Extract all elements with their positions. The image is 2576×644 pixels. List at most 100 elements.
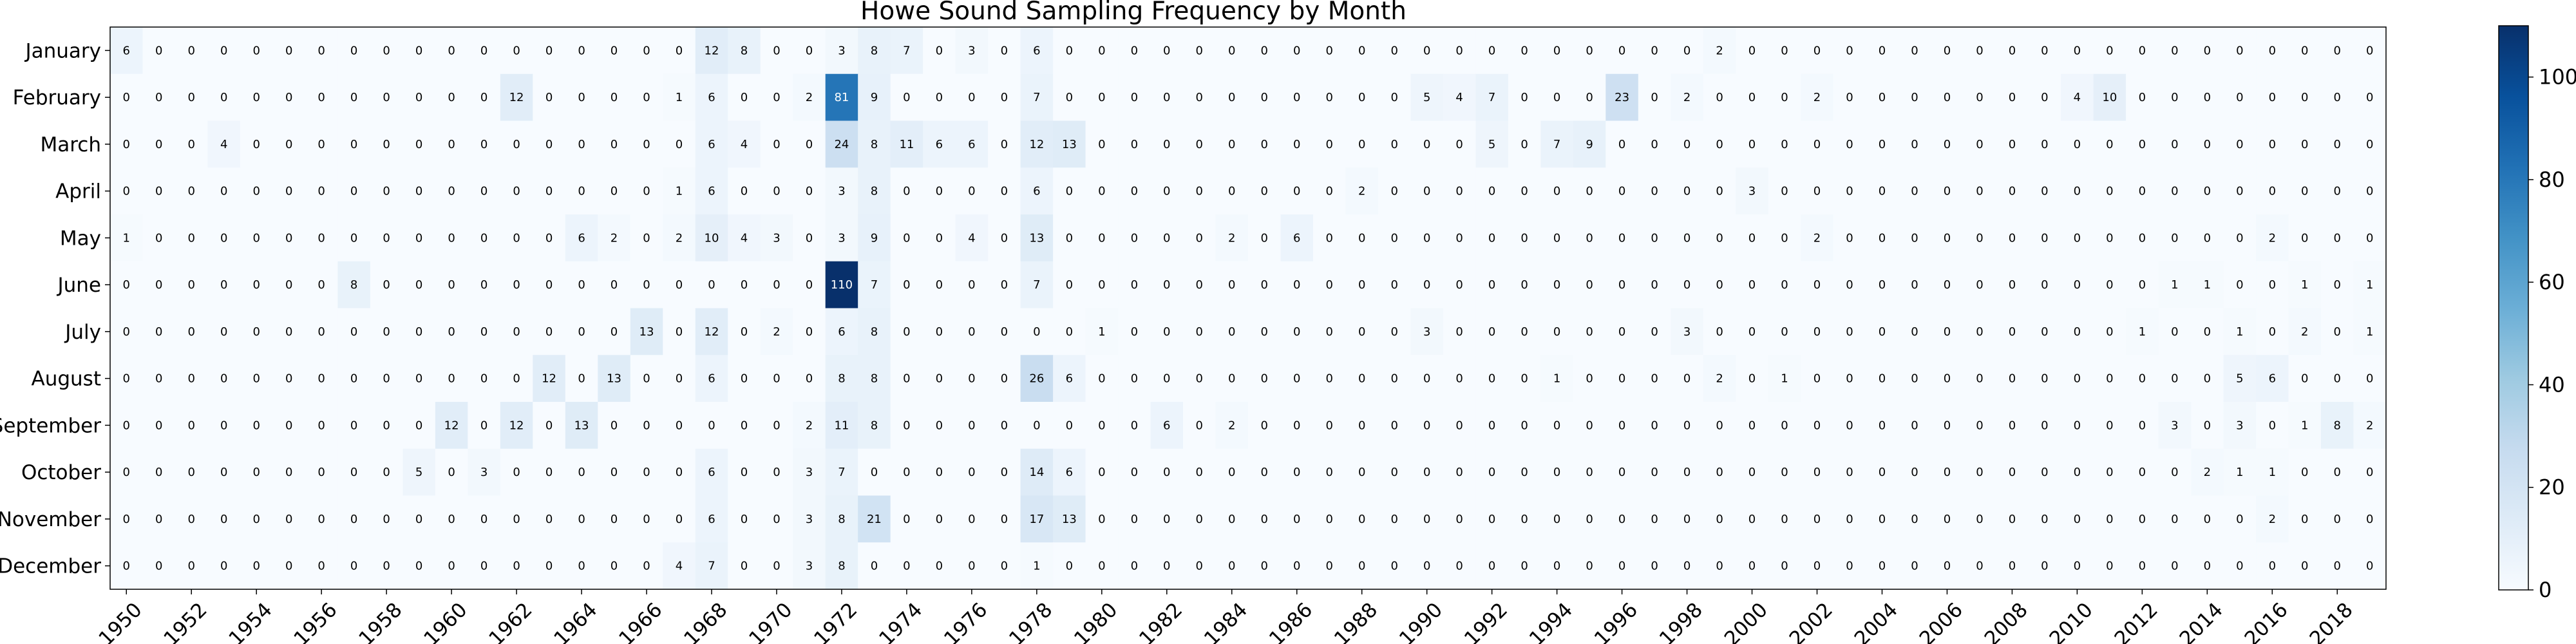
heatmap-cell-label: 0 [1488, 513, 1495, 526]
heatmap-cell [695, 402, 728, 450]
heatmap-cell [1150, 120, 1184, 168]
heatmap-cell-label: 0 [936, 325, 943, 339]
heatmap-cell [1150, 167, 1184, 215]
heatmap-cell [207, 261, 241, 308]
heatmap-cell-label: 0 [2334, 466, 2341, 479]
heatmap-cell [2353, 402, 2387, 450]
heatmap-cell [1703, 73, 1736, 121]
heatmap-cell [337, 495, 371, 543]
y-tick-label: March [41, 133, 102, 156]
heatmap-cell-label: 0 [1001, 138, 1008, 151]
heatmap-cell [890, 402, 923, 450]
heatmap-cell [1378, 120, 1411, 168]
heatmap-cell-label: 0 [1944, 44, 1951, 57]
heatmap-cell [760, 214, 793, 262]
heatmap-cell-label: 0 [1781, 325, 1788, 339]
heatmap-cell-label: 0 [1163, 372, 1170, 386]
colorbar-tick-label: 80 [2539, 167, 2565, 192]
heatmap-cell-label: 0 [1879, 185, 1886, 198]
heatmap-cell-label: 0 [2171, 231, 2178, 245]
heatmap-cell [1378, 261, 1411, 308]
heatmap-cell [142, 261, 176, 308]
heatmap-cell [1736, 402, 1769, 450]
heatmap-cell-label: 0 [708, 278, 715, 292]
heatmap-cell [760, 448, 793, 496]
heatmap-cell [1312, 167, 1346, 215]
heatmap-cell [793, 542, 826, 590]
heatmap-cell-label: 0 [1586, 560, 1593, 573]
heatmap-cell [2256, 495, 2289, 543]
heatmap-cell [565, 214, 598, 262]
heatmap-cell [175, 261, 208, 308]
heatmap-cell [1605, 73, 1639, 121]
heatmap-cell [890, 495, 923, 543]
heatmap-cell-label: 0 [1781, 278, 1788, 292]
heatmap-cell [988, 402, 1021, 450]
heatmap-cell-label: 0 [676, 44, 683, 57]
heatmap-cell-label: 0 [187, 560, 194, 573]
heatmap-cell-label: 6 [838, 325, 845, 339]
heatmap-cell [728, 261, 761, 308]
heatmap-cell [663, 448, 696, 496]
heatmap-cell [1280, 308, 1314, 355]
heatmap-cell-label: 0 [415, 138, 422, 151]
heatmap-cell [1996, 542, 2029, 590]
heatmap-cell-label: 3 [838, 44, 845, 57]
heatmap-cell-label: 0 [480, 560, 488, 573]
heatmap-cell-label: 1 [2236, 325, 2243, 339]
heatmap-cell-label: 0 [220, 419, 227, 432]
heatmap-cell-label: 0 [903, 513, 910, 526]
heatmap-cell [988, 355, 1021, 402]
heatmap-cell-label: 0 [187, 325, 194, 339]
heatmap-cell [402, 308, 436, 355]
heatmap-cell [728, 448, 761, 496]
heatmap-cell-label: 2 [1716, 44, 1723, 57]
heatmap-cell-label: 0 [383, 44, 390, 57]
heatmap-cell [1443, 167, 1476, 215]
heatmap-cell [1150, 308, 1184, 355]
heatmap-cell [2223, 402, 2257, 450]
heatmap-cell [1312, 448, 1346, 496]
heatmap-cell-label: 0 [2236, 44, 2243, 57]
heatmap-cell [1736, 73, 1769, 121]
heatmap-cell-label: 8 [871, 325, 878, 339]
heatmap-cell [2093, 261, 2126, 308]
heatmap-cell-label: 0 [252, 513, 260, 526]
heatmap-cell-label: 0 [123, 185, 130, 198]
heatmap-cell [2093, 355, 2126, 402]
heatmap-cell-label: 0 [220, 466, 227, 479]
heatmap-cell-label: 0 [773, 466, 780, 479]
heatmap-cell-label: 2 [773, 325, 780, 339]
heatmap-cell-label: 0 [741, 372, 748, 386]
heatmap-cell-label: 3 [806, 513, 813, 526]
heatmap-cell [2256, 261, 2289, 308]
heatmap-cell-label: 0 [1944, 231, 1951, 245]
heatmap-cell-label: 0 [676, 419, 683, 432]
heatmap-cell [1508, 27, 1541, 75]
heatmap-cell-label: 0 [1553, 91, 1560, 104]
heatmap-cell [1215, 214, 1249, 262]
heatmap-cell-label: 0 [2334, 513, 2341, 526]
heatmap-cell-label: 0 [2009, 372, 2016, 386]
heatmap-cell [2256, 355, 2289, 402]
heatmap-cell-label: 0 [2074, 560, 2081, 573]
heatmap-cell [1605, 120, 1639, 168]
heatmap-cell-label: 0 [1748, 278, 1756, 292]
heatmap-cell-label: 0 [1683, 278, 1690, 292]
heatmap-cell [630, 73, 663, 121]
heatmap-cell [1020, 214, 1054, 262]
heatmap-cell [1410, 73, 1444, 121]
heatmap-cell-label: 6 [1293, 231, 1300, 245]
heatmap-cell-label: 0 [1846, 278, 1853, 292]
heatmap-cell [663, 308, 696, 355]
heatmap-cell-label: 0 [1683, 466, 1690, 479]
heatmap-cell [760, 167, 793, 215]
heatmap-cell [1736, 261, 1769, 308]
heatmap-cell [2321, 73, 2354, 121]
heatmap-cell [435, 308, 468, 355]
heatmap-cell-label: 0 [1716, 138, 1723, 151]
heatmap-cell [1963, 73, 1996, 121]
heatmap-cell-label: 0 [1781, 91, 1788, 104]
heatmap-cell-label: 0 [578, 91, 585, 104]
heatmap-cell [2223, 542, 2257, 590]
